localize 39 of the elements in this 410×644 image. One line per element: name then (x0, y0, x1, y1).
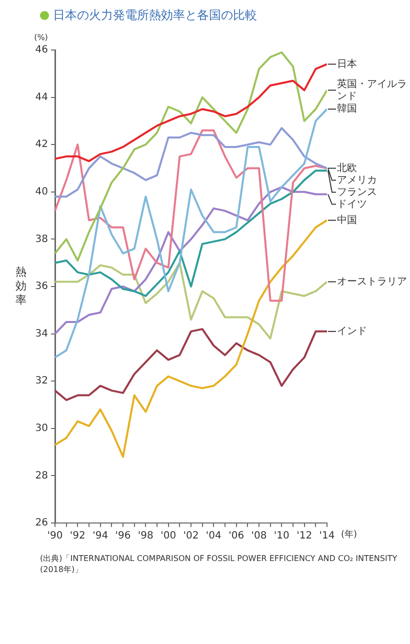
y-tick-label: 42 (35, 139, 48, 150)
x-tick-label: '92 (70, 530, 86, 542)
series-label: フランス (337, 186, 377, 198)
x-axis-title: (年) (341, 528, 358, 540)
y-tick-label: 40 (35, 186, 48, 198)
x-tick-label: '04 (206, 530, 222, 542)
x-tick-label: '02 (183, 530, 199, 542)
x-tick-label: '14 (319, 530, 335, 542)
y-axis-title: 熱効率 (16, 265, 26, 306)
series-label: 日本 (337, 58, 357, 70)
x-tick-label: '08 (251, 530, 267, 542)
series-label: 韓国 (337, 102, 357, 115)
x-tick-label: '90 (47, 530, 63, 542)
series-label: ドイツ (337, 198, 367, 210)
y-tick-label: 34 (35, 328, 48, 340)
x-tick-label: '96 (115, 530, 131, 542)
y-tick-label: 32 (35, 376, 48, 387)
series-label: インド (337, 326, 367, 338)
y-tick-label: 30 (35, 422, 48, 434)
series-label: アメリカ (337, 174, 377, 186)
y-tick-label: 44 (35, 92, 48, 103)
text: (%) (34, 33, 48, 42)
y-tick-label: 36 (35, 281, 48, 292)
chart-title: 日本の火力発電所熱効率と各国の比較 (53, 6, 257, 24)
x-tick-label: '06 (228, 530, 244, 542)
y-tick-label: 26 (35, 518, 48, 529)
y-tick-label: 28 (35, 470, 48, 482)
y-tick-label: 46 (35, 44, 48, 56)
text: (出典)「INTERNATIONAL COMPARISON OF FOSSIL POWER EFFICIENCY AND CO₂ INTENSITY (2018年)」 (40, 553, 398, 576)
x-tick-label: '00 (160, 530, 176, 542)
series-label: 英国・アイルランド (337, 78, 407, 102)
x-tick-label: '98 (138, 530, 154, 542)
y-tick-label: 38 (35, 234, 48, 245)
x-tick-label: '12 (296, 530, 312, 542)
x-tick-label: '94 (92, 530, 108, 542)
series-label: 北欧 (337, 162, 357, 174)
series-label: 中国 (337, 214, 357, 226)
series-label: オーストラリア (337, 276, 407, 288)
x-tick-label: '10 (274, 530, 290, 542)
